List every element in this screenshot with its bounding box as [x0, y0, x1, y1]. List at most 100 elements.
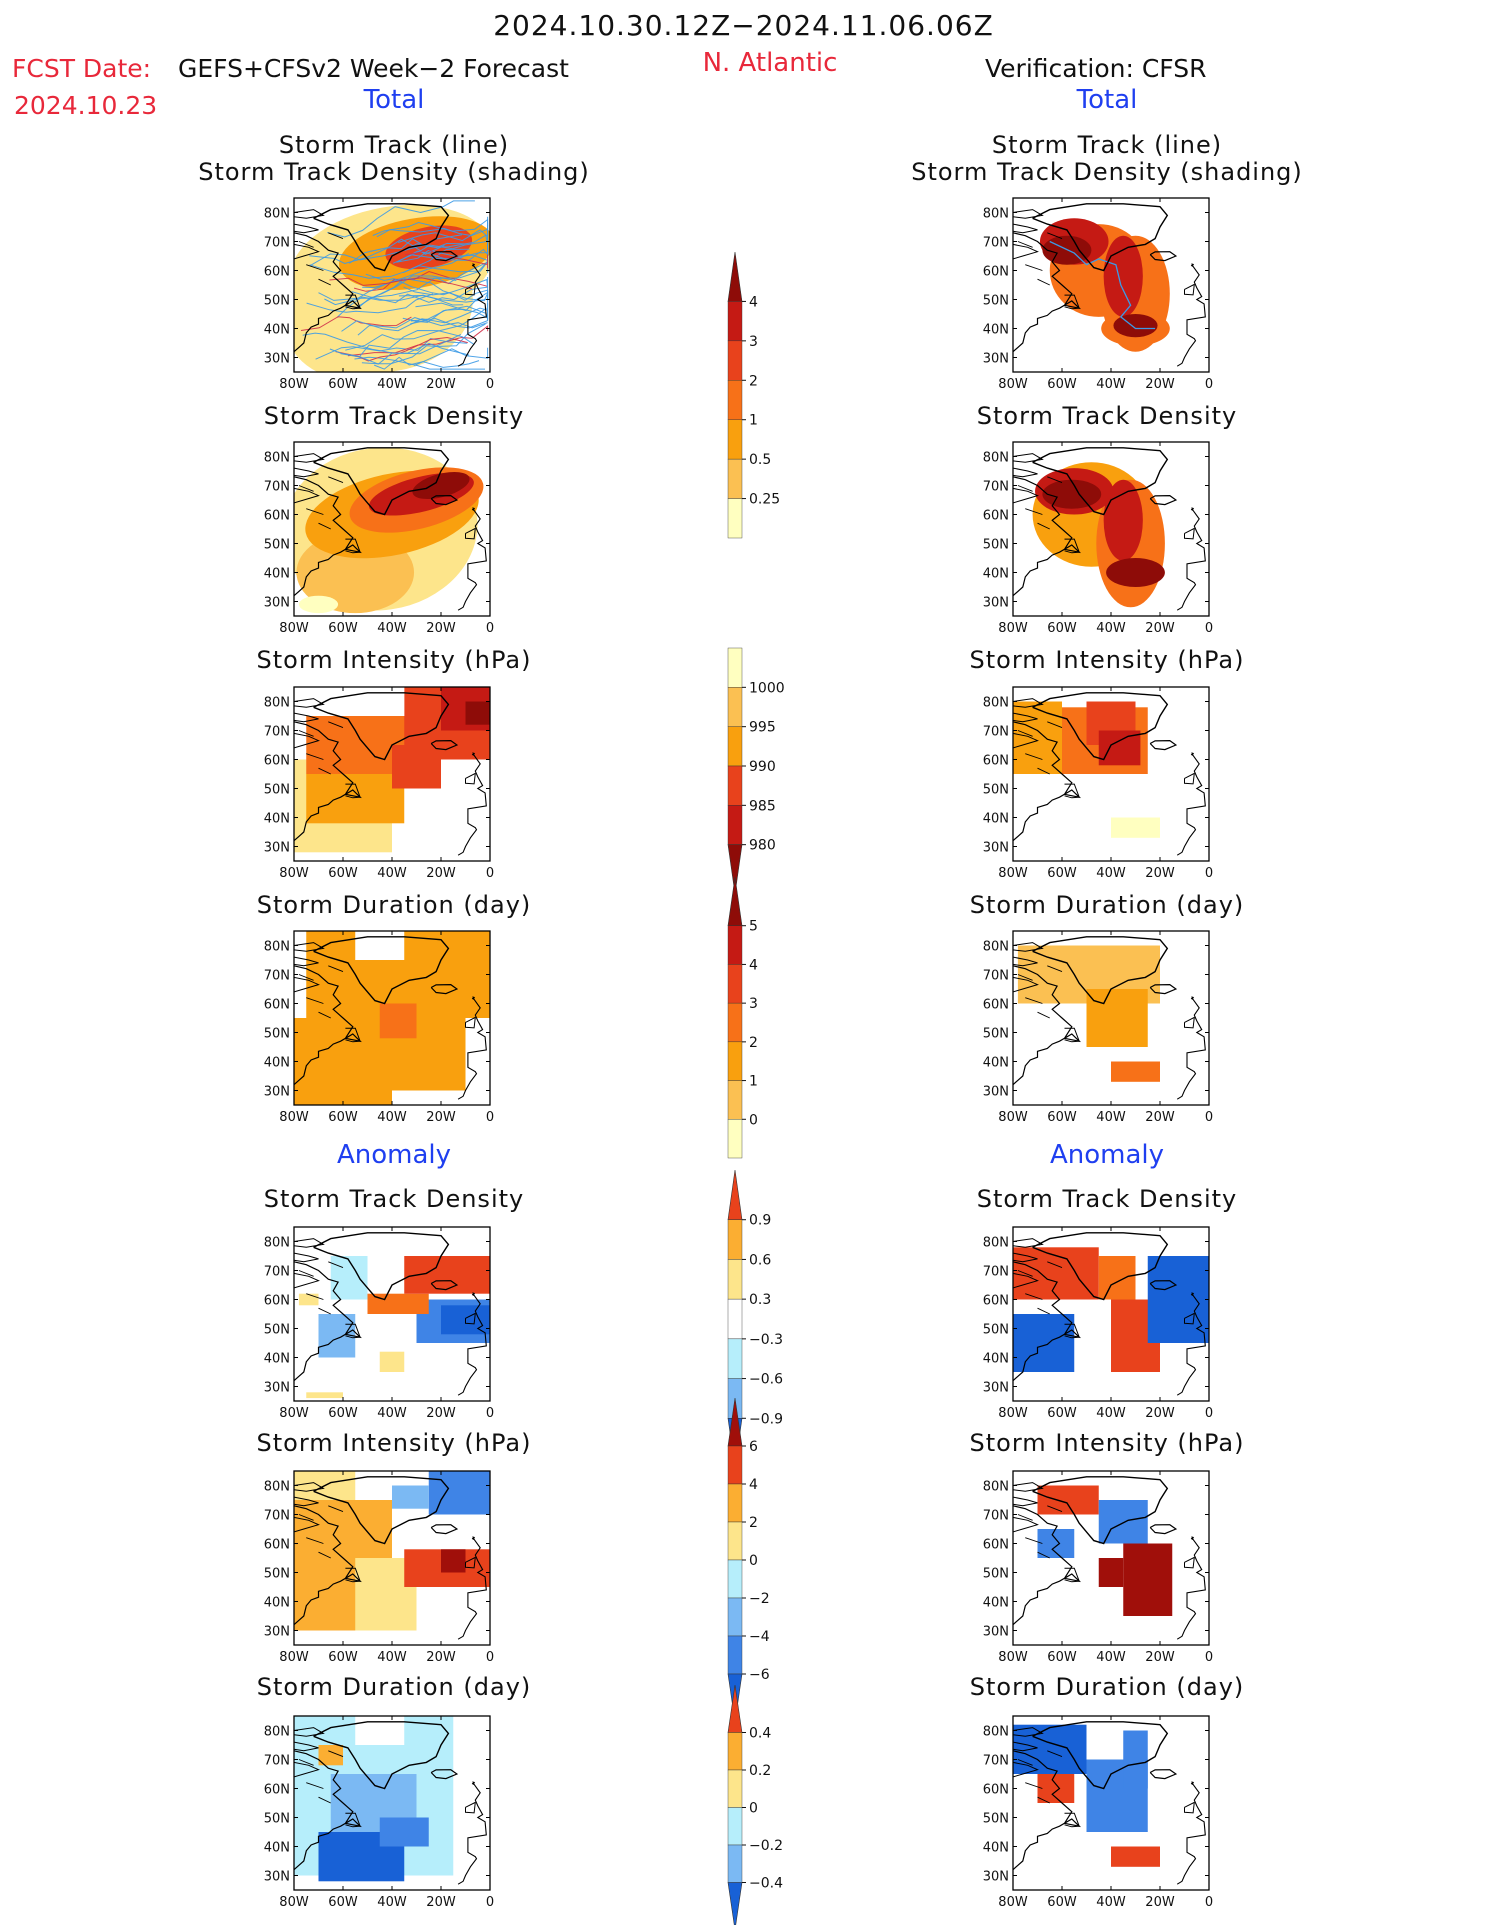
lon-tick-label: 20W [1145, 377, 1175, 392]
lon-tick-label: 80W [998, 1406, 1028, 1421]
lon-tick-label: 80W [279, 866, 309, 881]
lon-tick-label: 40W [377, 866, 407, 881]
lon-tick-label: 0 [1205, 1895, 1213, 1910]
lat-tick-label: 80N [264, 1725, 290, 1740]
lon-tick-label: 60W [1047, 866, 1077, 881]
map-panel-forecast-2: 80N 70N 60N 50N 40N 30N 80W 60W 40W 20W 0 [264, 686, 494, 881]
lat-tick-label: 70N [983, 725, 1009, 740]
lat-tick-label: 70N [983, 1754, 1009, 1769]
lat-tick-label: 60N [264, 509, 290, 524]
lon-tick-label: 0 [486, 1406, 494, 1421]
panel-title-duration-right: Storm Duration (day) [969, 891, 1245, 919]
lon-tick-label: 20W [1145, 1650, 1175, 1665]
lon-tick-label: 0 [1205, 1406, 1213, 1421]
lon-tick-label: 40W [1096, 1110, 1126, 1125]
lon-tick-label: 0 [486, 377, 494, 392]
lon-tick-label: 0 [1205, 377, 1213, 392]
lat-tick-label: 50N [983, 538, 1009, 553]
lon-tick-label: 80W [279, 1406, 309, 1421]
lon-tick-label: 20W [426, 1406, 456, 1421]
colorbar-tick-label: 2 [749, 373, 758, 389]
lat-tick-label: 50N [983, 1323, 1009, 1338]
lat-tick-label: 40N [983, 567, 1009, 582]
lon-tick-label: 80W [998, 866, 1028, 881]
lon-tick-label: 40W [1096, 621, 1126, 636]
map-panel-verification-0: 80N 70N 60N 50N 40N 30N 80W 60W 40W 20W 0 [983, 197, 1213, 392]
map-panel-forecast-5: 80N 70N 60N 50N 40N 30N 80W 60W 40W 20W 0 [264, 1470, 494, 1665]
lon-tick-label: 0 [486, 1110, 494, 1125]
lat-tick-label: 80N [264, 451, 290, 466]
lat-tick-label: 60N [264, 1783, 290, 1798]
lat-tick-label: 50N [983, 783, 1009, 798]
lon-tick-label: 60W [328, 1895, 358, 1910]
colorbar-tick-label: 2 [749, 1035, 758, 1051]
lat-tick-label: 80N [264, 940, 290, 955]
lat-tick-label: 40N [264, 1841, 290, 1856]
lon-tick-label: 0 [1205, 1110, 1213, 1125]
lon-tick-label: 20W [1145, 1895, 1175, 1910]
panel-title-intensity-anom-left: Storm Intensity (hPa) [256, 1429, 532, 1457]
forecast-model: GEFS+CFSv2 Week−2 Forecast [178, 54, 569, 83]
colorbar-tick-label: −0.4 [749, 1876, 783, 1892]
colorbar-tick-label: 990 [749, 759, 776, 775]
lat-tick-label: 60N [983, 1783, 1009, 1798]
colorbar-tick-label: 4 [749, 957, 758, 973]
lat-tick-label: 60N [264, 1538, 290, 1553]
panel-title-track-line-left: Storm Track (line) [278, 131, 510, 159]
lon-tick-label: 40W [377, 1895, 407, 1910]
lat-tick-label: 50N [983, 1812, 1009, 1827]
lat-tick-label: 80N [983, 451, 1009, 466]
lat-tick-label: 40N [264, 1352, 290, 1367]
colorbar-tick-label: 1 [749, 1074, 758, 1090]
lon-tick-label: 40W [1096, 1895, 1126, 1910]
colorbar-tick-label: −0.2 [749, 1838, 783, 1854]
map-panel-verification-4: 80N 70N 60N 50N 40N 30N 80W 60W 40W 20W 0 [983, 1226, 1213, 1421]
lon-tick-label: 60W [1047, 621, 1077, 636]
panel-title-intensity-left: Storm Intensity (hPa) [256, 646, 532, 674]
lon-tick-label: 40W [377, 1110, 407, 1125]
lat-tick-label: 50N [983, 1567, 1009, 1582]
map-panel-verification-6: 80N 70N 60N 50N 40N 30N 80W 60W 40W 20W 0 [983, 1715, 1213, 1910]
lat-tick-label: 70N [983, 1509, 1009, 1524]
panel-title-intensity-anom-right: Storm Intensity (hPa) [969, 1429, 1245, 1457]
lon-tick-label: 60W [328, 1650, 358, 1665]
lon-tick-label: 40W [377, 621, 407, 636]
lon-tick-label: 0 [1205, 1650, 1213, 1665]
colorbar-tick-label: −0.3 [749, 1332, 783, 1348]
panel-title-intensity-right: Storm Intensity (hPa) [969, 646, 1245, 674]
lon-tick-label: 60W [328, 621, 358, 636]
lat-tick-label: 60N [264, 754, 290, 769]
lon-tick-label: 20W [1145, 1406, 1175, 1421]
lon-tick-label: 0 [486, 1650, 494, 1665]
section-total-left: Total [363, 85, 425, 115]
lat-tick-label: 40N [983, 812, 1009, 827]
lon-tick-label: 80W [279, 1895, 309, 1910]
lon-tick-label: 60W [328, 866, 358, 881]
colorbar-tick-label: 0.4 [749, 1726, 771, 1742]
lat-tick-label: 80N [264, 207, 290, 222]
lat-tick-label: 50N [264, 1812, 290, 1827]
colorbar-tick-label: 5 [749, 919, 758, 935]
panel-title-track-line-right: Storm Track (line) [991, 131, 1223, 159]
colorbar-tick-label: −2 [749, 1591, 770, 1607]
map-panel-forecast-3: 80N 70N 60N 50N 40N 30N 80W 60W 40W 20W 0 [264, 930, 494, 1125]
colorbar-tick-label: 0.5 [749, 452, 771, 468]
lon-tick-label: 80W [998, 1650, 1028, 1665]
colorbar-tick-label: 1000 [749, 680, 785, 696]
lon-tick-label: 80W [998, 1110, 1028, 1125]
lat-tick-label: 40N [264, 812, 290, 827]
lat-tick-label: 70N [264, 1754, 290, 1769]
lon-tick-label: 40W [1096, 1406, 1126, 1421]
lat-tick-label: 50N [983, 1027, 1009, 1042]
colorbar-density-anom: 0.9 0.6 0.3 −0.3 −0.6 −0.9 [727, 1169, 783, 1469]
lat-tick-label: 80N [983, 1480, 1009, 1495]
colorbar-tick-label: −6 [749, 1667, 770, 1683]
lon-tick-label: 40W [1096, 377, 1126, 392]
map-panel-verification-2: 80N 70N 60N 50N 40N 30N 80W 60W 40W 20W 0 [983, 686, 1213, 881]
lon-tick-label: 80W [998, 1895, 1028, 1910]
colorbar-tick-label: 0.25 [749, 492, 780, 508]
lon-tick-label: 20W [426, 1650, 456, 1665]
colorbar-tick-label: 995 [749, 720, 776, 736]
fcst-date-label: FCST Date: [12, 54, 152, 83]
